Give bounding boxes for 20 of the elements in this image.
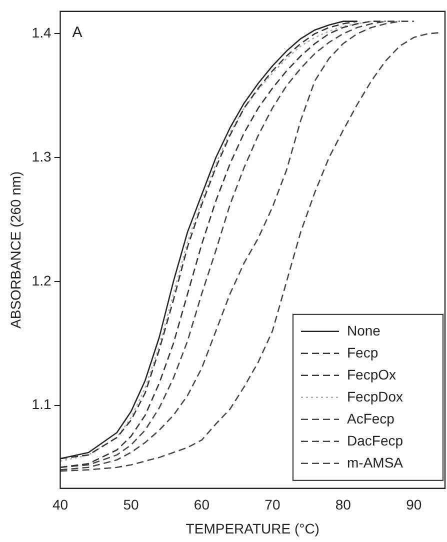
legend-label: AcFecp — [347, 410, 395, 426]
x-tick-label: 40 — [52, 496, 68, 513]
x-tick-label: 70 — [264, 496, 280, 513]
x-axis-title: TEMPERATURE (°C) — [186, 520, 320, 536]
x-tick-label: 60 — [194, 496, 210, 513]
legend-label: DacFecp — [347, 432, 404, 448]
annotation: A — [72, 24, 82, 42]
legend-label: FecpOx — [347, 366, 396, 382]
y-tick-label: 1.2 — [32, 272, 52, 288]
legend-label: Fecp — [347, 344, 378, 360]
x-tick-label: 80 — [335, 496, 352, 513]
x-tick-label: 50 — [123, 496, 139, 513]
legend-label: None — [347, 322, 381, 338]
y-tick-label: 1.4 — [32, 24, 52, 41]
legend-label: FecpDox — [347, 388, 404, 404]
x-tick-label: 90 — [406, 496, 422, 513]
y-tick-label: 1.3 — [32, 148, 52, 164]
y-tick-label: 1.1 — [32, 396, 52, 412]
y-axis-title: ABSORBANCE (260 nm) — [7, 171, 24, 328]
legend-label: m-AMSA — [347, 454, 404, 470]
